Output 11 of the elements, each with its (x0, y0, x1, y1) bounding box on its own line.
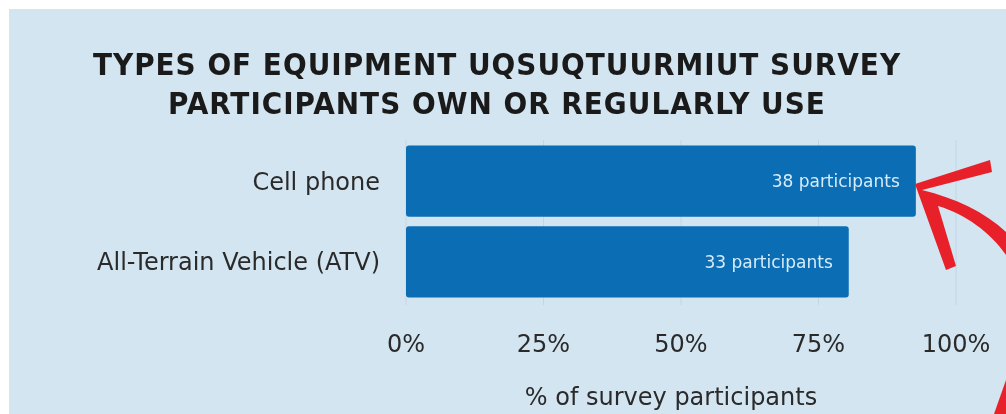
chart-title: TYPES OF EQUIPMENT UQSUQTUURMIUT SURVEY PARTICIPANTS OWN OR REGULARLY USE (92, 46, 902, 121)
y-tick-label: All-Terrain Vehicle (ATV) (97, 248, 380, 277)
annotation: 33 participants (704, 251, 833, 272)
x-tick-label: 50% (654, 330, 708, 358)
x-axis-title: % of survey participants (524, 383, 818, 411)
annotation: 38 participants (771, 171, 900, 192)
x-tick-label: 100% (921, 330, 991, 358)
x-tick-label: 0% (386, 330, 426, 358)
x-tick-label: 75% (791, 330, 846, 358)
x-tick-label: 25% (516, 330, 571, 358)
y-tick-label: Cell phone (252, 167, 380, 196)
